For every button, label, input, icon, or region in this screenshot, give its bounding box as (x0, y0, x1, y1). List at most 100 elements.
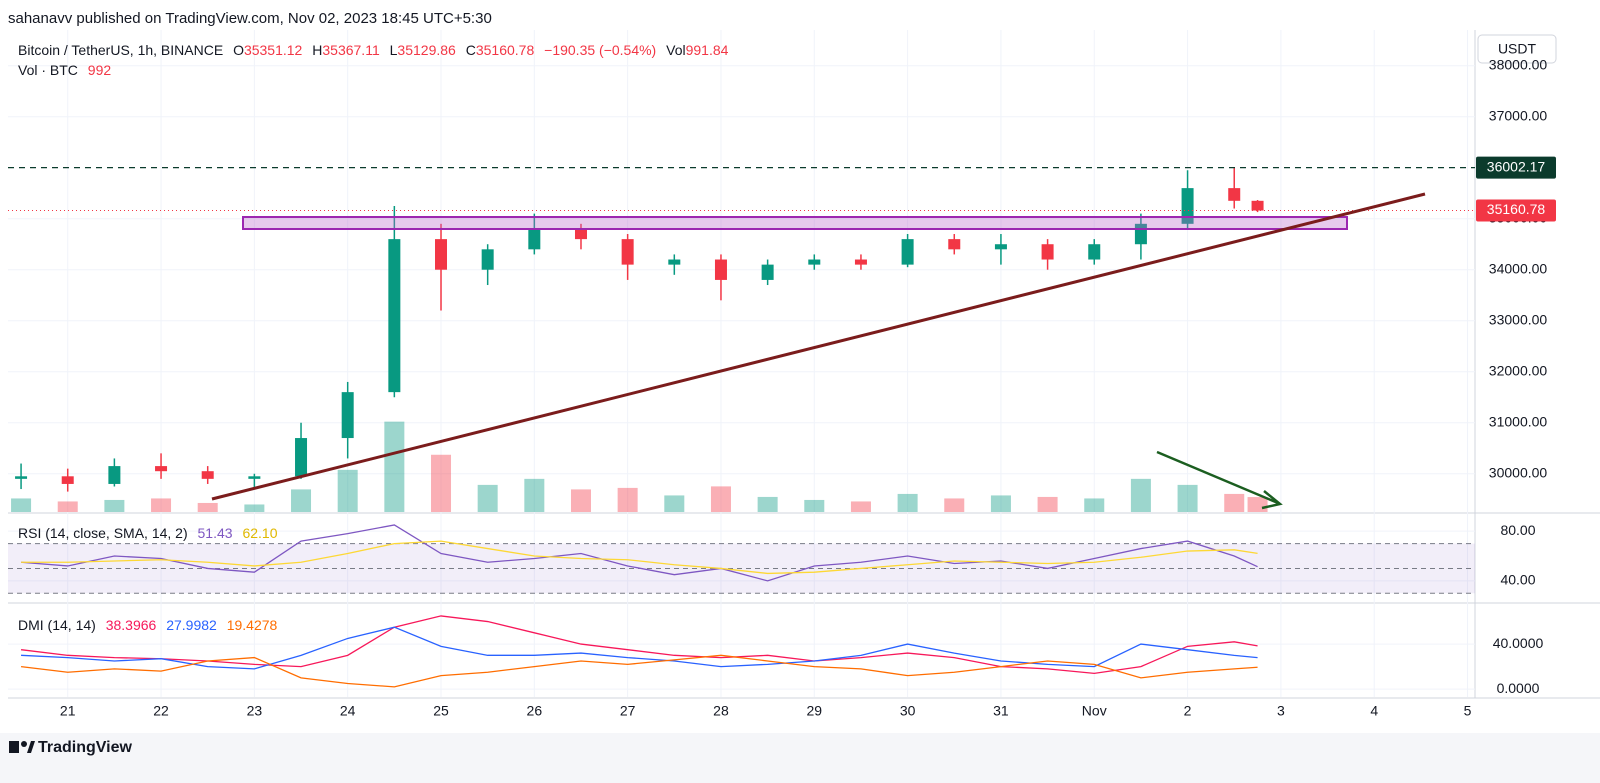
candle-body (854, 259, 867, 265)
candle-body (248, 476, 261, 479)
currency: USDT (1498, 41, 1537, 57)
volume-bar (944, 498, 965, 512)
x-tick-label: 23 (247, 703, 263, 719)
volume-bar (244, 504, 265, 512)
y-tick-label: 30000.00 (1489, 464, 1548, 480)
symbol: Bitcoin / TetherUS, 1h, BINANCE (18, 42, 224, 58)
rsi-sma-value: 62.10 (242, 525, 278, 541)
y-tick-label: 38000.00 (1489, 56, 1548, 72)
ohlc-label: C (465, 42, 476, 58)
candle-body (1181, 188, 1194, 224)
price-label-box (1476, 199, 1556, 222)
currency-box[interactable] (1477, 34, 1557, 64)
candle-body (201, 471, 214, 479)
y-tick-label: 33000.00 (1489, 311, 1548, 327)
footer-bar (0, 733, 1600, 783)
logo (9, 741, 35, 753)
volume-label: Vol (666, 42, 686, 58)
volume-bar (57, 501, 78, 512)
volume-bar (524, 478, 545, 512)
candle-body (1251, 200, 1264, 211)
x-tick-label: 26 (527, 703, 543, 719)
volume-bar (1224, 493, 1245, 512)
y-tick-label: 40.00 (1500, 572, 1535, 588)
trend-line (211, 192, 1426, 501)
candle-body (1041, 244, 1054, 260)
candle-body (761, 264, 774, 280)
candle-body (528, 228, 541, 250)
change: −190.35 (−0.54%) (544, 42, 657, 58)
x-tick-label: 5 (1464, 703, 1472, 719)
volume-bar (1037, 496, 1058, 512)
volume-legend: Vol · BTC 992 (18, 62, 117, 78)
candle-body (714, 259, 727, 280)
candle-body (621, 239, 634, 265)
volume-title: Vol · BTC (18, 62, 78, 78)
volume-bar (710, 486, 731, 512)
volume-bar (431, 454, 452, 512)
resistance-zone (242, 216, 1348, 230)
volume-bar (804, 499, 825, 512)
x-tick-label: 27 (620, 703, 636, 719)
price-label: 35160.78 (1487, 201, 1546, 217)
arrow-head (1261, 490, 1283, 510)
volume-last: 992 (87, 62, 112, 78)
x-tick-label: 3 (1277, 703, 1285, 719)
candle-body (901, 239, 914, 265)
ohlc-label: O (233, 42, 244, 58)
ohlc-value: 35367.11 (322, 42, 380, 58)
publish-info: sahanavv published on TradingView.com, N… (8, 10, 492, 27)
x-tick-label: 25 (433, 703, 449, 719)
drawings (211, 192, 1426, 510)
volume-bar (1177, 484, 1198, 512)
candle-body (435, 239, 448, 270)
candle-body (1088, 244, 1101, 260)
volume-bar (757, 496, 778, 512)
y-tick-label: 34000.00 (1489, 260, 1548, 276)
plus-di-value: 27.9982 (166, 617, 217, 633)
candle-body (61, 476, 74, 484)
price-label-box (1476, 156, 1556, 179)
candle-body (295, 438, 308, 477)
candle-body (341, 392, 354, 439)
x-tick-label: 22 (153, 703, 169, 719)
logo-mark (21, 741, 27, 747)
ohlc-label: H (312, 42, 323, 58)
volume-bar (617, 487, 638, 512)
indicator-line (21, 626, 1258, 670)
x-tick-label: Nov (1082, 703, 1107, 719)
rsi-value: 51.43 (197, 525, 233, 541)
volume-bar (11, 498, 32, 512)
x-tick-label: 28 (713, 703, 729, 719)
candle-body (668, 259, 681, 265)
rsi-legend: RSI (14, close, SMA, 14, 2) 51.43 62.10 (18, 525, 284, 541)
volume-bar (1247, 497, 1268, 512)
x-tick-label: 29 (807, 703, 823, 719)
dmi-title: DMI (14, 14) (18, 617, 96, 633)
y-tick-label: 31000.00 (1489, 413, 1548, 429)
rsi-title: RSI (14, close, SMA, 14, 2) (18, 525, 188, 541)
ohlc-value: 35160.78 (475, 42, 535, 58)
volume-bar (337, 469, 358, 512)
ohlc-value: 35129.86 (397, 42, 456, 58)
x-tick-label: 31 (993, 703, 1009, 719)
volume-bar (850, 501, 871, 512)
dmi-legend: DMI (14, 14) 38.3966 27.9982 19.4278 (18, 617, 283, 633)
volume-bar (477, 484, 498, 512)
volume-bar (897, 493, 918, 512)
ohlc-value: 35351.12 (243, 42, 303, 58)
volume-bar (570, 489, 591, 512)
adx-value: 38.3966 (105, 617, 157, 633)
x-tick-label: 4 (1370, 703, 1378, 719)
minus-di-value: 19.4278 (226, 617, 278, 633)
candle-body (388, 239, 401, 393)
y-tick-label: 0.0000 (1497, 680, 1540, 696)
x-tick-label: 21 (60, 703, 76, 719)
logo-mark (27, 741, 35, 753)
indicator-line (20, 615, 1258, 675)
plot-area (8, 30, 1475, 697)
candle-body (808, 259, 821, 265)
volume-bar (384, 421, 405, 512)
volume-value: 991.84 (685, 42, 729, 58)
